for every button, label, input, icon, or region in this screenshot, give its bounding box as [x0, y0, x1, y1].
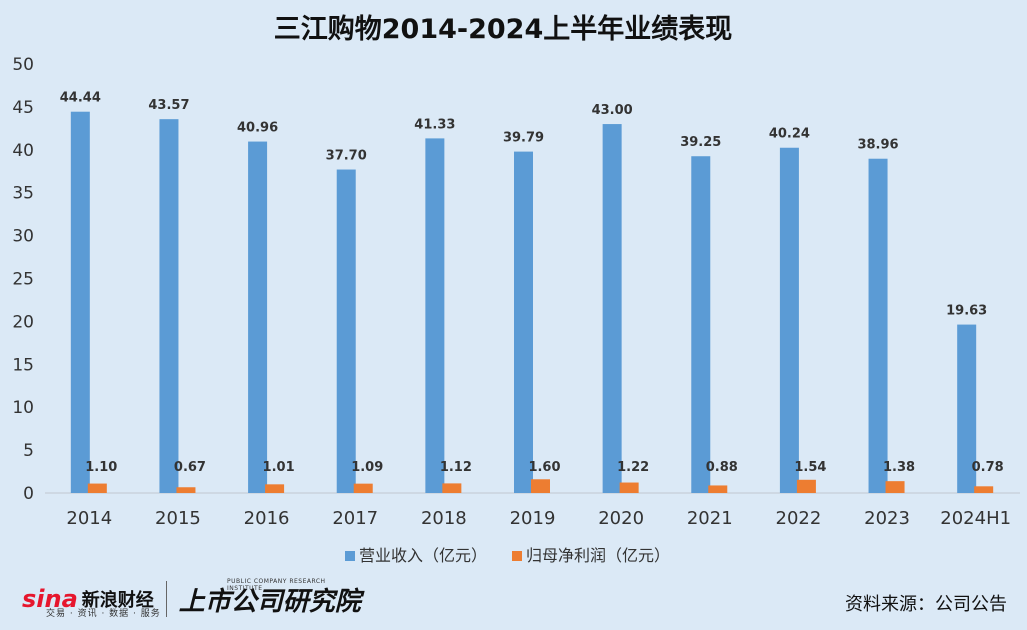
revenue-bar: [248, 141, 268, 493]
x-tick-label: 2020: [598, 508, 644, 529]
net-profit-bar: [796, 479, 816, 493]
y-tick-label: 5: [23, 441, 34, 461]
revenue-data-label: 39.79: [503, 131, 544, 146]
net-profit-data-label: 0.88: [706, 460, 738, 475]
sina-finance-tagline: 交易 · 资讯 · 数据 · 服务: [46, 609, 161, 619]
x-axis: 2014 2015 2016 2017 2018 2019 2020 2021 2022 2023…: [45, 492, 1020, 529]
revenue-data-label: 43.57: [148, 98, 189, 113]
revenue-data-label: 19.63: [946, 304, 987, 319]
revenue-data-label: 40.96: [237, 121, 278, 136]
legend: 营业收入（亿元） 归母净利润（亿元）: [345, 546, 670, 565]
revenue-data-label: 37.70: [326, 149, 367, 164]
net-profit-data-label: 0.78: [972, 460, 1004, 475]
revenue-data-label: 39.25: [680, 135, 721, 150]
revenue-data-label: 38.96: [857, 138, 898, 153]
revenue-bar: [691, 156, 711, 494]
net-profit-data-label: 1.12: [440, 460, 472, 475]
x-tick-label: 2018: [421, 508, 467, 529]
x-tick-label: 2019: [510, 508, 556, 529]
x-tick-label: 2014: [66, 508, 112, 529]
net-profit-bar: [708, 485, 728, 493]
legend-swatch: [345, 551, 355, 561]
sina-finance-logo: sina 新浪财经 交易 · 资讯 · 数据 · 服务 上市公司研究院 PUBL…: [22, 578, 362, 620]
net-profit-bar: [265, 484, 285, 493]
y-tick-label: 30: [12, 227, 34, 247]
revenue-bar: [602, 124, 622, 493]
net-profit-bar: [87, 483, 107, 493]
y-tick-label: 35: [12, 184, 34, 204]
x-tick-label: 2022: [776, 508, 822, 529]
net-profit-data-label: 0.67: [174, 460, 206, 475]
logo-divider: [165, 581, 167, 617]
net-profit-data-label: 1.38: [883, 460, 915, 475]
revenue-data-label: 41.33: [414, 117, 455, 132]
net-profit-bar: [531, 479, 550, 493]
y-tick-label: 15: [12, 355, 34, 375]
revenue-bar: [514, 151, 533, 493]
revenue-bar: [868, 158, 888, 493]
research-institute-name: 上市公司研究院: [178, 586, 361, 617]
x-tick-label: 2023: [864, 508, 910, 529]
x-tick-label: 2017: [332, 508, 378, 529]
net-profit-bar: [885, 481, 905, 493]
y-tick-label: 10: [12, 398, 34, 418]
net-profit-data-label: 1.54: [794, 460, 826, 475]
net-profit-bar: [353, 483, 373, 493]
y-tick-label: 50: [12, 55, 34, 75]
sina-logo-text: sina: [22, 585, 78, 613]
net-profit-data-label: 1.60: [528, 460, 560, 475]
revenue-bar: [957, 324, 977, 493]
research-institute-english: PUBLIC COMPANY RESEARCH INSTITUTE: [227, 578, 326, 592]
data-source: 资料来源：公司公告: [845, 594, 1007, 615]
y-tick-label: 20: [12, 312, 34, 332]
revenue-bar: [70, 111, 90, 493]
revenue-data-label: 44.44: [60, 91, 101, 106]
bars: 44.44 43.57 40.96 37.70 41.33 39.79 43.00 39.25…: [60, 91, 1004, 494]
net-profit-data-label: 1.09: [351, 460, 383, 475]
y-tick-label: 40: [12, 141, 34, 161]
x-tick-label: 2016: [244, 508, 290, 529]
legend-swatch: [512, 551, 522, 561]
net-profit-data-label: 1.22: [617, 460, 649, 475]
revenue-bar: [159, 119, 179, 493]
x-tick-label: 2021: [687, 508, 733, 529]
net-profit-bar: [442, 483, 462, 493]
revenue-bar: [336, 169, 356, 493]
revenue-data-label: 40.24: [769, 127, 810, 142]
revenue-data-label: 43.00: [592, 103, 633, 118]
net-profit-bar: [619, 482, 639, 493]
net-profit-data-label: 1.01: [263, 460, 295, 475]
bar-chart: 三江购物2014-2024上半年业绩表现 0 5 10 15 20 25 30 35 40 45 5…: [12, 13, 1020, 565]
revenue-bar: [425, 138, 445, 493]
chart-title: 三江购物2014-2024上半年业绩表现: [274, 13, 733, 45]
legend-label: 营业收入（亿元）: [359, 546, 487, 565]
sina-finance-name: 新浪财经: [81, 590, 154, 611]
x-tick-label: 2024H1: [940, 508, 1011, 529]
legend-label: 归母净利润（亿元）: [526, 546, 670, 565]
y-tick-label: 0: [23, 484, 34, 504]
y-tick-label: 25: [12, 270, 34, 290]
net-profit-bar: [176, 487, 196, 493]
x-tick-label: 2015: [155, 508, 201, 529]
revenue-bar: [779, 147, 799, 494]
net-profit-bar: [974, 486, 994, 493]
y-axis: 0 5 10 15 20 25 30 35 40 45 50: [12, 55, 34, 504]
net-profit-data-label: 1.10: [85, 460, 117, 475]
y-tick-label: 45: [12, 98, 34, 118]
